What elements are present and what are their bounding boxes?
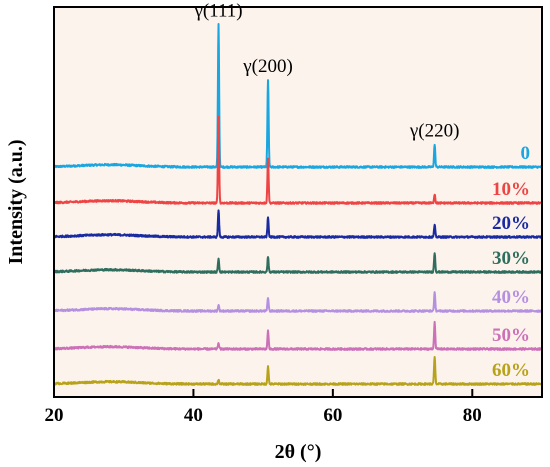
x-axis-title: 2θ (°) <box>275 441 322 463</box>
series-line-1 <box>53 23 543 169</box>
series-line-5 <box>53 291 543 313</box>
x-tick-label-80: 80 <box>463 405 482 426</box>
series-line-6 <box>53 320 543 351</box>
peak-label-1: γ(111) <box>193 1 242 22</box>
peak-label-3: γ(220) <box>409 121 460 142</box>
series-line-4 <box>53 252 543 274</box>
x-tick-label-20: 20 <box>45 405 64 426</box>
x-axis-ticks: 20 40 60 80 <box>45 389 482 426</box>
series-label-6: 50% <box>492 325 530 346</box>
series-line-2 <box>53 115 543 205</box>
y-axis-title: Intensity (a.u.) <box>5 139 27 264</box>
series-layer: 0 10% 20% 30% 40% 50% 60% <box>53 23 543 386</box>
series-line-7 <box>53 356 543 386</box>
series-line-3 <box>53 209 543 239</box>
peak-label-2: γ(200) <box>242 56 293 77</box>
series-label-5: 40% <box>492 287 530 308</box>
x-tick-label-40: 40 <box>184 405 203 426</box>
series-label-7: 60% <box>492 360 530 381</box>
peak-annotations: γ(111) γ(200) γ(220) <box>193 1 459 142</box>
series-label-4: 30% <box>492 248 530 269</box>
x-tick-label-60: 60 <box>323 405 342 426</box>
plot-frame <box>53 6 543 398</box>
series-label-2: 10% <box>492 179 530 200</box>
series-label-1: 0 <box>521 143 531 164</box>
series-label-3: 20% <box>492 213 530 234</box>
